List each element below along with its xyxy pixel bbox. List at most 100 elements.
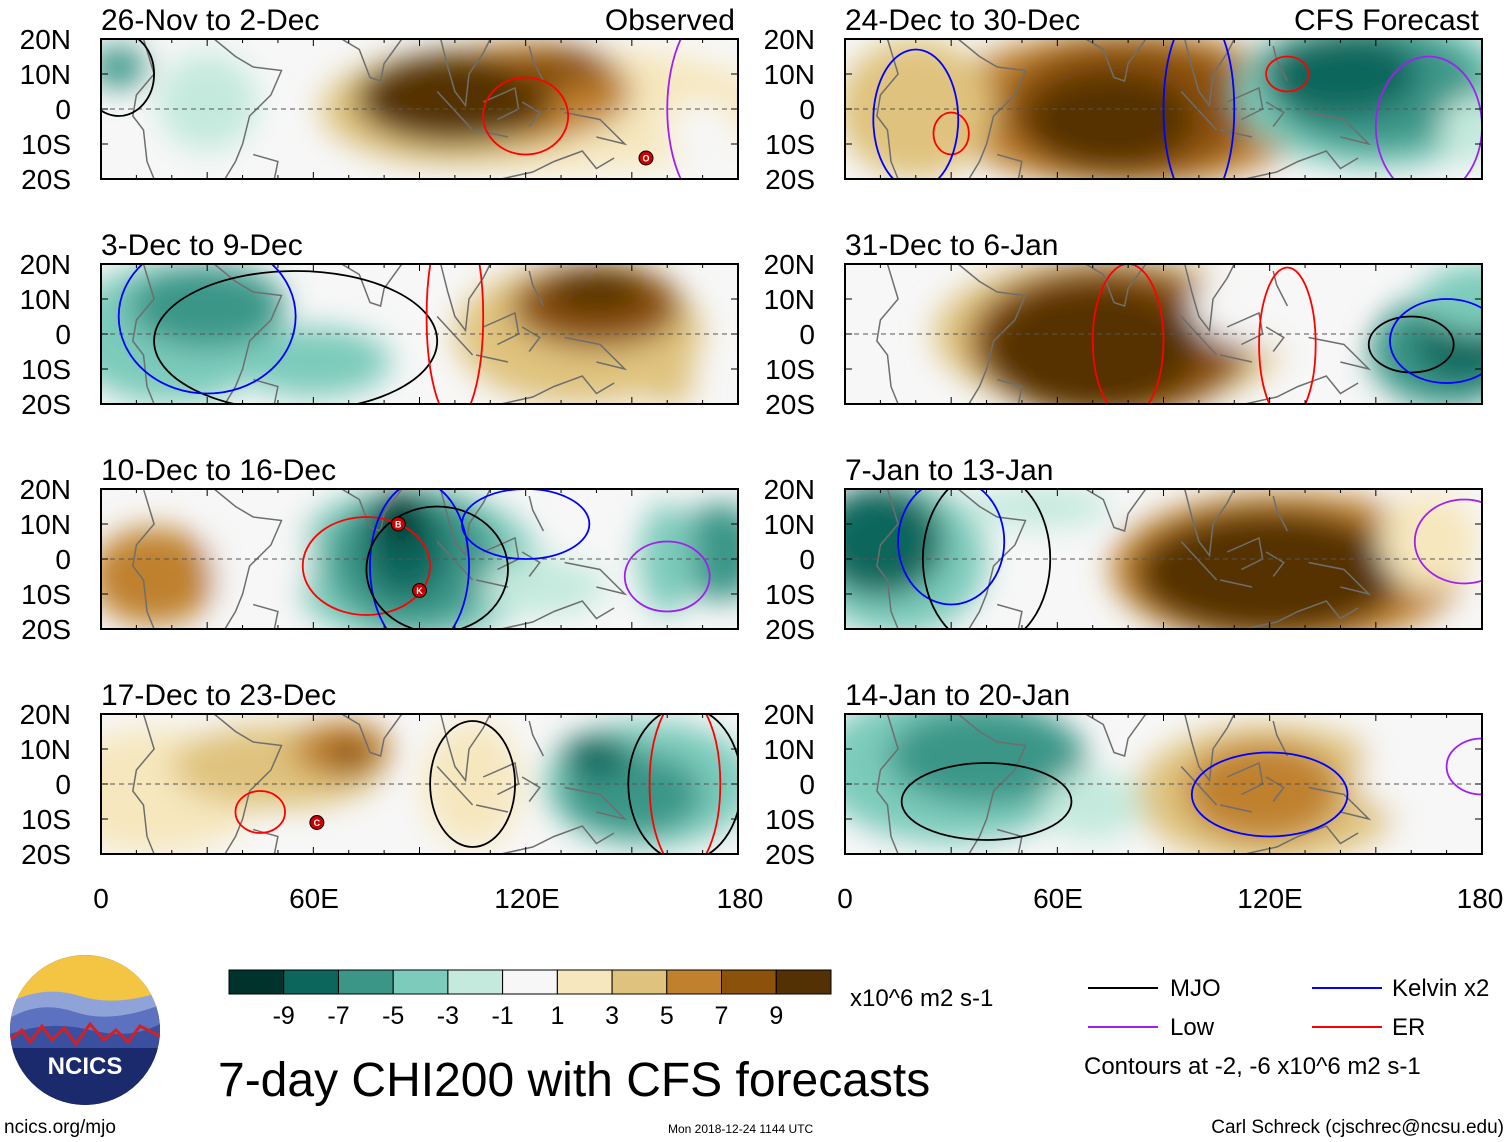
coastline (1308, 786, 1372, 821)
y-tick-label: 10S (21, 354, 71, 385)
colorbar-swatch (556, 969, 613, 995)
coastline (436, 765, 474, 806)
y-tick-label: 0 (55, 769, 71, 800)
colorbar-swatch (502, 969, 558, 995)
storm-marker: C (309, 815, 325, 830)
anomaly-field (1135, 510, 1405, 629)
y-tick-label: 20S (765, 164, 815, 195)
coastline (957, 714, 1027, 854)
coastline (475, 129, 509, 138)
colorbar-label: -1 (491, 1002, 513, 1030)
contour-kel (1389, 298, 1482, 384)
coastline (252, 378, 279, 404)
contours-note: Contours at -2, -6 x10^6 m2 s-1 (1084, 1053, 1421, 1080)
coastline (500, 825, 615, 854)
contour-mjo (627, 714, 738, 854)
y-tick-label: 0 (799, 544, 815, 575)
coastline (1219, 579, 1253, 588)
coastline (1265, 776, 1285, 802)
anomaly-field (887, 714, 1086, 805)
coastline (521, 551, 541, 577)
contour-kel (369, 489, 470, 629)
footer-author: Carl Schreck (cjschrec@ncsu.edu) (1211, 1117, 1504, 1138)
coastline (500, 375, 615, 404)
legend-label-er: ER (1392, 1014, 1425, 1041)
coastline (876, 489, 899, 629)
colorbar-swatch (228, 969, 285, 995)
coastline (439, 714, 491, 783)
colorbar-swatch (775, 969, 832, 995)
anomaly-field (327, 738, 370, 774)
panel-period: 31-Dec to 6-Jan (845, 229, 1058, 262)
panel-4: C 20N 10N 0 10S 20S 17-Dec to 23-Dec (20, 679, 739, 870)
coastline (528, 45, 545, 82)
coastline (252, 603, 279, 629)
coastline (876, 264, 899, 404)
coastline (439, 264, 491, 333)
y-tick-label: 20N (764, 24, 815, 55)
contour-er (1265, 55, 1310, 93)
figure-title: 7-day CHI200 with CFS forecasts (218, 1054, 930, 1107)
anomaly-field (101, 46, 147, 88)
anomaly-field (129, 264, 286, 348)
y-tick-label: 0 (799, 94, 815, 125)
coastline (1244, 600, 1359, 629)
coastline (564, 336, 628, 371)
anomaly-field (1358, 735, 1482, 819)
y-tick-label: 20N (20, 699, 71, 730)
colorbar-label: -9 (273, 1002, 295, 1030)
anomaly-field (1191, 264, 1348, 348)
x-tick-label: 180 (717, 883, 764, 914)
y-tick-label: 10S (765, 804, 815, 835)
coastline (341, 264, 403, 307)
contour-mjo (1367, 315, 1455, 374)
coastline (1183, 489, 1235, 558)
coastline (1180, 315, 1218, 356)
panel-period: 26-Nov to 2-Dec (101, 4, 319, 37)
coastline (957, 264, 1027, 404)
x-tick-label: 60E (1033, 883, 1083, 914)
y-tick-label: 10N (20, 734, 71, 765)
coastline (1180, 90, 1218, 131)
coastline (1085, 714, 1147, 757)
anomaly-field (1262, 39, 1419, 116)
coastline (1272, 720, 1289, 757)
coastline (1265, 101, 1285, 127)
coastline (1219, 129, 1253, 138)
anomaly-field (157, 53, 257, 151)
panel-3: B K 20N 10N 0 10S 20S 10-Dec to 16-Dec (20, 454, 739, 645)
anomaly-field (1439, 95, 1482, 165)
coastline (1183, 714, 1235, 783)
panel-7: 20N 10N 0 10S 20S 7-Jan to 13-Jan (764, 454, 1483, 645)
coastline (439, 39, 491, 108)
y-tick-label: 10N (20, 509, 71, 540)
y-tick-label: 10S (765, 354, 815, 385)
y-tick-label: 10S (765, 579, 815, 610)
storm-marker: B (390, 516, 406, 532)
colorbar-label: -5 (382, 1002, 404, 1030)
coastline (482, 311, 520, 346)
logo-text: NCICS (48, 1053, 123, 1080)
anomaly-field (355, 53, 554, 144)
coastline (500, 600, 615, 629)
y-tick-label: 10N (764, 59, 815, 90)
coastline (482, 86, 520, 121)
colorbar-label: 9 (769, 1002, 783, 1030)
contour-kel (897, 489, 1006, 606)
coastline (213, 39, 283, 179)
coastline (1272, 45, 1289, 82)
storm-letter: B (395, 520, 402, 530)
ncics-logo: NCICS (10, 955, 160, 1105)
x-tick-label: 120E (1237, 883, 1302, 914)
y-tick-label: 10N (764, 509, 815, 540)
anomaly-field (845, 39, 994, 179)
x-tick-label: 120E (494, 883, 559, 914)
coastline (436, 540, 474, 581)
coastline (1180, 765, 1218, 806)
y-tick-label: 20N (20, 249, 71, 280)
anomaly-field (1379, 492, 1479, 591)
x-axis-left: 0 60E 120E 180 (93, 883, 763, 914)
y-tick-label: 20S (21, 614, 71, 645)
contour-mjo (365, 505, 509, 629)
contour-er (234, 790, 286, 834)
